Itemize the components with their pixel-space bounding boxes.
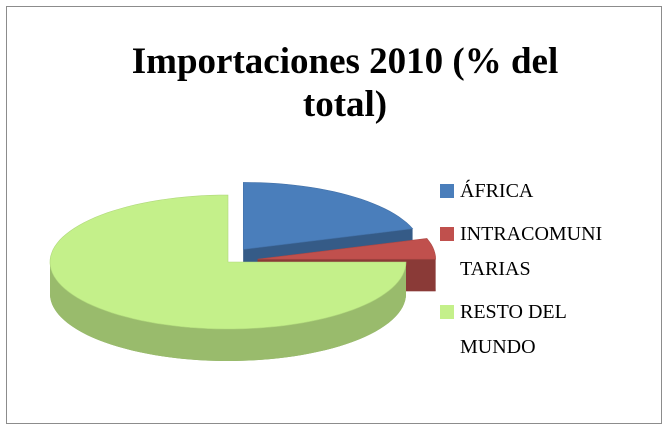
chart-frame — [6, 6, 662, 424]
legend-swatch — [440, 305, 454, 319]
legend-label: ÁFRICA — [460, 180, 534, 202]
legend: ÁFRICA INTRACOMUNITARIAS RESTO DEL MUNDO — [440, 174, 608, 373]
chart-title: Importaciones 2010 (% del total) — [131, 41, 559, 125]
legend-item: INTRACOMUNITARIAS — [440, 217, 608, 287]
legend-item: RESTO DEL MUNDO — [440, 295, 608, 365]
slice — [242, 182, 414, 250]
legend-swatch — [440, 184, 454, 198]
legend-label: INTRACOMUNITARIAS — [460, 223, 603, 280]
legend-item: ÁFRICA — [440, 174, 608, 209]
slice — [49, 194, 407, 330]
legend-swatch — [440, 227, 454, 241]
slice-side — [50, 262, 406, 361]
slice — [257, 238, 436, 260]
legend-label: RESTO DEL MUNDO — [460, 301, 567, 358]
